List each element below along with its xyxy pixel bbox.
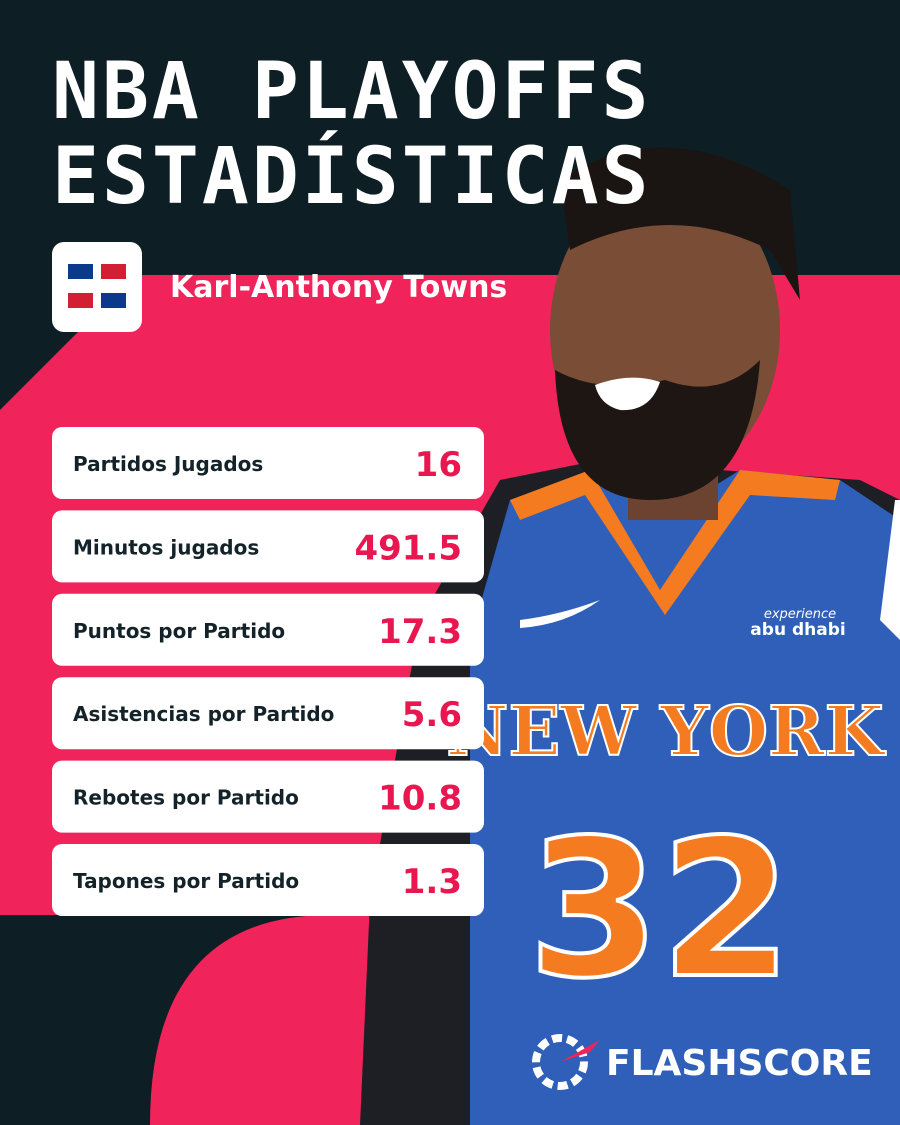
jersey-team: NEW YORK [446,692,886,772]
stat-label: Rebotes por Partido [73,786,299,810]
stat-row [52,677,484,750]
title-line: NBA PLAYOFFS [52,47,652,137]
jersey-number: 32 [528,799,792,1020]
stat-value: 16 [415,445,462,485]
flag [52,242,142,332]
player-photo: experience abu dhabi NEW YORK 32 [360,147,900,1125]
brand-logo: FLASHSCORE [532,1034,873,1090]
stat-row [52,427,484,499]
stat-row [52,760,484,833]
stat-label: Partidos Jugados [73,452,263,476]
stat-value: 10.8 [378,779,462,819]
stat-label: Tapones por Partido [73,869,299,893]
stat-row [52,510,484,583]
stat-row [52,844,484,916]
stats-table: Partidos Jugados 16 Minutos jugados 491.5 Pu… [52,427,484,916]
stat-value: 17.3 [378,612,462,652]
player-name: Karl-Anthony Towns [170,270,507,305]
stat-label: Puntos por Partido [73,619,285,643]
brand-name: FLASHSCORE [606,1043,873,1084]
stat-label: Asistencias por Partido [73,702,334,726]
title-line: ESTADÍSTICAS [52,130,652,222]
jersey-sponsor: abu dhabi [750,620,845,640]
stat-row [52,593,484,666]
stat-value: 491.5 [354,528,462,568]
stat-label: Minutos jugados [73,535,259,559]
stat-value: 5.6 [402,695,462,735]
stat-value: 1.3 [402,862,462,902]
jersey-sponsor-top: experience [764,607,836,622]
